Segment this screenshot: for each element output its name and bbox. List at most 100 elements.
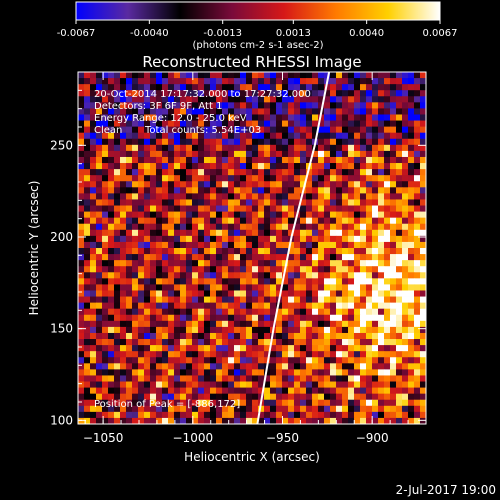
heatmap-pixel [282,339,289,346]
heatmap-pixel [144,369,151,376]
heatmap-pixel [96,187,103,194]
heatmap-pixel [180,72,187,79]
heatmap-pixel [396,90,403,97]
heatmap-pixel [300,163,307,170]
heatmap-pixel [180,120,187,128]
heatmap-pixel [186,150,193,158]
heatmap-pixel [318,248,325,255]
heatmap-pixel [360,272,367,279]
heatmap-pixel [120,120,127,128]
heatmap-pixel [402,260,409,267]
heatmap-pixel [378,369,385,376]
heatmap-pixel [150,369,157,376]
heatmap-pixel [270,405,277,413]
heatmap-pixel [396,314,403,322]
heatmap-pixel [102,211,109,219]
heatmap-pixel [324,387,331,395]
heatmap-pixel [228,393,235,401]
heatmap-pixel [222,132,229,140]
heatmap-pixel [144,332,151,340]
heatmap-pixel [294,266,301,273]
heatmap-pixel [396,102,403,109]
heatmap-pixel [354,235,361,243]
heatmap-pixel [114,169,121,176]
heatmap-pixel [408,339,415,346]
heatmap-pixel [396,357,403,364]
heatmap-pixel [264,193,271,200]
heatmap-pixel [84,248,91,255]
heatmap-pixel [138,229,145,237]
heatmap-pixel [216,199,223,206]
heatmap-pixel [240,211,247,219]
heatmap-pixel [78,278,85,285]
heatmap-pixel [336,363,343,370]
heatmap-pixel [408,320,415,328]
heatmap-pixel [96,102,103,109]
heatmap-pixel [288,254,295,261]
heatmap-pixel [252,296,259,304]
heatmap-pixel [366,393,373,401]
heatmap-pixel [252,193,259,200]
heatmap-pixel [150,108,157,115]
heatmap-pixel [378,302,385,310]
heatmap-pixel [174,108,181,115]
heatmap-pixel [234,211,241,219]
heatmap-pixel [108,114,115,121]
heatmap-pixel [168,163,175,170]
heatmap-pixel [78,163,85,170]
heatmap-pixel [246,272,253,279]
heatmap-pixel [294,199,301,206]
heatmap-pixel [402,205,409,212]
heatmap-pixel [192,363,199,370]
heatmap-pixel [342,302,349,310]
heatmap-pixel [192,150,199,158]
heatmap-pixel [114,211,121,219]
heatmap-pixel [288,205,295,212]
heatmap-pixel [408,175,415,182]
heatmap-pixel [282,290,289,297]
heatmap-pixel [78,411,85,419]
heatmap-pixel [192,72,199,79]
heatmap-pixel [366,332,373,340]
heatmap-pixel [138,284,145,291]
heatmap-pixel [180,78,187,85]
heatmap-pixel [306,345,313,352]
heatmap-pixel [150,241,157,249]
heatmap-pixel [114,144,121,152]
heatmap-pixel [396,78,403,85]
heatmap-pixel [174,193,181,200]
heatmap-pixel [96,72,103,79]
heatmap-pixel [324,351,331,358]
heatmap-pixel [336,241,343,249]
heatmap-pixel [168,320,175,328]
heatmap-pixel [258,248,265,255]
heatmap-pixel [246,345,253,352]
heatmap-pixel [84,181,91,188]
heatmap-pixel [342,290,349,297]
heatmap-pixel [156,393,163,401]
heatmap-pixel [288,417,295,424]
heatmap-pixel [192,387,199,395]
heatmap-pixel [84,90,91,97]
heatmap-pixel [282,241,289,249]
heatmap-pixel [78,96,85,103]
heatmap-pixel [222,308,229,316]
heatmap-pixel [138,169,145,176]
heatmap-pixel [90,102,97,109]
heatmap-pixel [252,199,259,206]
heatmap-pixel [138,126,145,134]
heatmap-pixel [144,211,151,219]
heatmap-pixel [234,302,241,310]
heatmap-pixel [150,90,157,97]
heatmap-pixel [210,169,217,176]
heatmap-pixel [186,363,193,370]
heatmap-pixel [120,326,127,334]
heatmap-pixel [144,235,151,243]
heatmap-pixel [138,156,145,164]
heatmap-pixel [270,144,277,152]
heatmap-pixel [414,102,421,109]
heatmap-pixel [78,332,85,340]
heatmap-pixel [264,260,271,267]
heatmap-pixel [174,272,181,279]
heatmap-pixel [294,417,301,424]
